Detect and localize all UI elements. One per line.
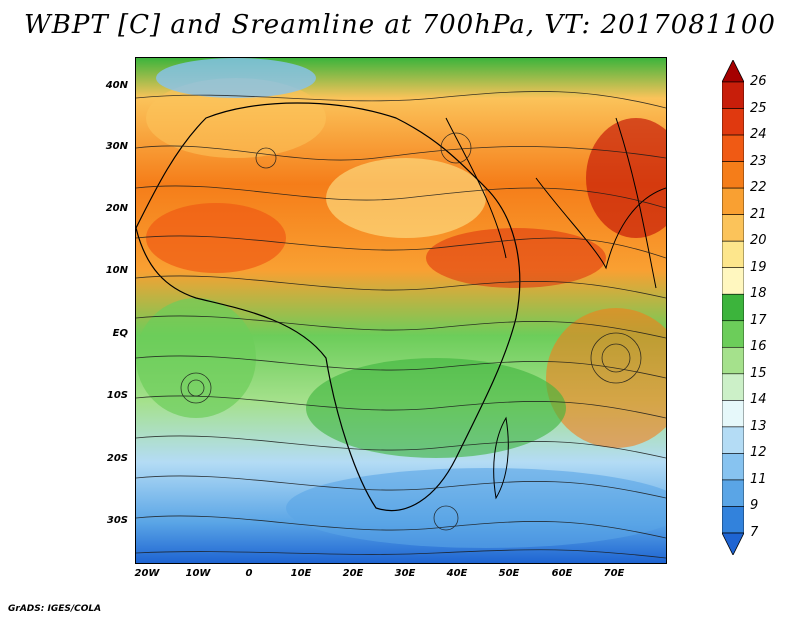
colorbar-box <box>722 479 744 507</box>
lon-label-20w: 20W <box>134 568 160 579</box>
colorbar-boxes <box>722 81 744 534</box>
india-coast <box>615 117 657 289</box>
cool-zone-north <box>156 58 316 98</box>
streamlines <box>136 91 666 559</box>
colorbar-tick-label: 25 <box>750 100 767 116</box>
lon-label-40e: 40E <box>446 568 468 579</box>
lon-label-60e: 60E <box>551 568 573 579</box>
colorbar-box <box>722 346 744 375</box>
cool-zone-south <box>286 468 666 548</box>
grads-credit: GrADS: IGES/COLA <box>8 604 102 614</box>
madagascar-coast <box>493 416 509 500</box>
lat-label-10s: 10S <box>106 390 128 401</box>
colorbar-tick-label: 24 <box>750 127 767 143</box>
colorbar-box <box>722 293 744 322</box>
colorbar-tick-label: 17 <box>750 312 767 328</box>
colorbar-tick-label: 15 <box>750 365 767 381</box>
colorbar-tick-label: 20 <box>750 233 767 249</box>
map-title: WBPT [C] and Sreamline at 700hPa, VT: 20… <box>24 10 776 40</box>
lat-label-20s: 20S <box>106 453 128 464</box>
warm-core-arabia <box>426 228 606 288</box>
wbpt-field-map <box>136 58 666 563</box>
colorbar-tick-label: 13 <box>750 418 767 434</box>
colorbar-tick-label: 21 <box>750 206 767 222</box>
lon-label-20e: 20E <box>342 568 364 579</box>
colorbar-tick-label: 7 <box>750 525 759 540</box>
colorbar-box <box>722 108 744 136</box>
warm-core-west-africa <box>146 203 286 273</box>
colorbar-box <box>722 267 744 295</box>
colorbar-tick-label: 26 <box>750 74 767 89</box>
colorbar-tick-label: 19 <box>750 259 767 275</box>
colorbar-box <box>722 81 744 109</box>
colorbar-tick-label: 22 <box>750 180 767 196</box>
colorbar-tick-label: 16 <box>750 339 767 355</box>
colorbar-box <box>722 400 744 428</box>
lat-label-40n: 40N <box>105 80 128 91</box>
colorbar-tick-label: 23 <box>750 153 767 169</box>
map-plot-area <box>135 57 667 564</box>
colorbar-bottom-arrow <box>722 532 744 555</box>
lat-label-eq: EQ <box>112 328 128 339</box>
lon-label-10e: 10E <box>290 568 312 579</box>
colorbar-box <box>722 453 744 481</box>
lat-label-20n: 20N <box>105 203 128 214</box>
lat-label-10n: 10N <box>105 265 128 276</box>
colorbar-box <box>722 426 744 454</box>
colorbar-box <box>722 373 744 401</box>
lon-label-50e: 50E <box>498 568 520 579</box>
colorbar-tick-label: 9 <box>750 498 759 514</box>
arabia-coast <box>535 177 666 270</box>
colorbar-box <box>722 134 744 162</box>
green-zone-atlantic <box>136 298 256 418</box>
lat-label-30s: 30S <box>106 515 128 526</box>
colorbar-box <box>722 187 744 215</box>
lon-label-10w: 10W <box>185 568 211 579</box>
lat-label-30n: 30N <box>105 141 128 152</box>
colorbar-tick-label: 12 <box>750 445 767 461</box>
warm-core-india <box>586 118 666 238</box>
red-sea-coast <box>445 117 507 259</box>
colorbar-top-arrow <box>722 60 744 83</box>
colorbar-tick-label: 11 <box>750 471 767 487</box>
colorbar-tick-label: 14 <box>750 392 767 408</box>
colorbar-tick-label: 18 <box>750 286 767 302</box>
colorbar-box <box>722 214 744 242</box>
lon-label-30e: 30E <box>394 568 416 579</box>
lon-label-70e: 70E <box>603 568 625 579</box>
colorbar-box <box>722 240 744 269</box>
colorbar-box <box>722 320 744 348</box>
colorbar <box>722 60 744 555</box>
lon-label-0: 0 <box>245 568 253 579</box>
colorbar-box <box>722 161 744 189</box>
colorbar-box <box>722 506 744 534</box>
